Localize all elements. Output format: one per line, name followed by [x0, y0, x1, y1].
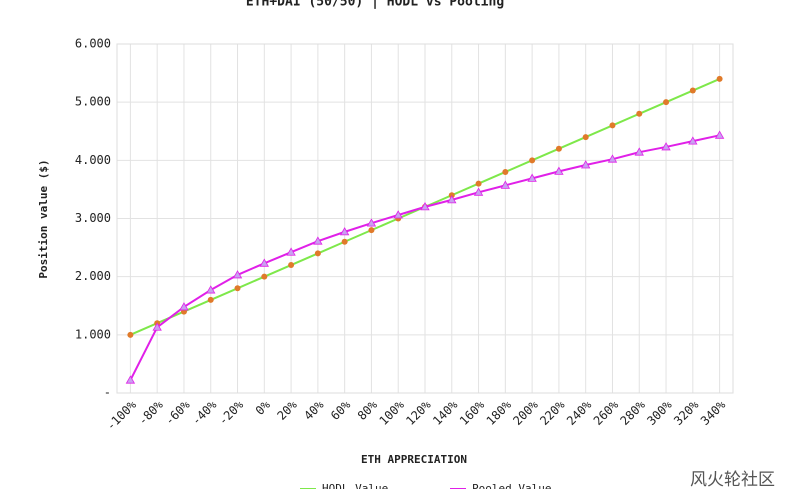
y-tick-label: 6.000 [75, 37, 111, 51]
x-tick-label: 60% [328, 397, 354, 423]
x-tick-label: 280% [618, 397, 649, 428]
x-tick-label: 220% [537, 397, 568, 428]
point-marker [207, 296, 214, 303]
point-marker [206, 285, 216, 294]
point-marker [232, 270, 243, 279]
point-marker [607, 154, 618, 163]
x-tick-label: 300% [644, 397, 675, 428]
point-marker [582, 134, 589, 141]
y-tick-label: 5.000 [75, 95, 111, 109]
chart-title: ETH+DAI (50/50) | HODL vs Pooling [246, 0, 504, 10]
y-tick-label: - [104, 386, 111, 400]
point-marker [663, 99, 670, 106]
point-marker [500, 180, 511, 189]
point-marker [475, 180, 482, 187]
point-marker [554, 166, 564, 175]
x-tick-label: -40% [189, 397, 220, 428]
point-marker [529, 157, 536, 164]
x-tick-label: 200% [510, 397, 541, 428]
point-marker [152, 322, 162, 331]
point-marker [609, 122, 616, 129]
x-axis-label: ETH APPRECIATION [361, 453, 467, 466]
x-tick-label: 140% [430, 397, 461, 428]
x-tick-label: -60% [162, 397, 193, 428]
point-marker [366, 218, 377, 227]
x-tick-label: 40% [301, 397, 327, 423]
point-marker [636, 110, 643, 117]
point-marker [286, 247, 296, 256]
x-tick-label: 180% [484, 397, 515, 428]
point-marker [313, 236, 323, 245]
x-tick-label: 320% [671, 397, 702, 428]
x-tick-label: 240% [564, 397, 595, 428]
point-marker [259, 258, 269, 267]
point-marker [634, 147, 644, 156]
point-marker [688, 136, 698, 145]
point-marker [689, 87, 696, 94]
point-marker [716, 75, 723, 82]
point-marker [527, 173, 537, 182]
point-marker [502, 168, 509, 175]
y-tick-label: 3.000 [75, 211, 111, 225]
point-marker [393, 210, 403, 219]
point-marker [179, 302, 189, 311]
y-tick-label: 2.000 [75, 269, 111, 283]
point-marker [555, 145, 562, 152]
x-tick-label: 260% [591, 397, 622, 428]
point-marker [341, 238, 348, 245]
point-marker [714, 130, 725, 139]
x-tick-label: 160% [457, 397, 488, 428]
point-marker [581, 160, 591, 169]
x-tick-label: 20% [274, 397, 300, 423]
y-tick-label: 1.000 [75, 327, 111, 341]
x-tick-label: 100% [376, 397, 407, 428]
point-marker [314, 250, 321, 257]
x-tick-label: 0% [253, 397, 274, 418]
point-marker [339, 227, 350, 236]
point-marker [288, 262, 295, 269]
x-tick-label: -100% [104, 397, 140, 433]
point-marker [125, 375, 136, 384]
plot-border [116, 43, 734, 394]
point-marker [661, 142, 671, 151]
y-axis-label: Position value ($) [37, 159, 50, 278]
legend-label: Pooled Value [472, 482, 551, 489]
x-tick-label: 120% [403, 397, 434, 428]
point-marker [234, 285, 241, 292]
x-tick-label: -20% [216, 397, 247, 428]
x-tick-label: 340% [698, 397, 729, 428]
point-marker [420, 202, 430, 211]
point-marker [127, 331, 134, 338]
watermark: 风火轮社区 [690, 470, 775, 489]
x-tick-label: -80% [135, 397, 166, 428]
point-marker [261, 273, 268, 280]
point-marker [447, 195, 457, 204]
point-marker [473, 187, 484, 196]
legend-label: HODL Value [322, 482, 388, 489]
y-tick-label: 4.000 [75, 153, 111, 167]
point-marker [368, 227, 375, 234]
